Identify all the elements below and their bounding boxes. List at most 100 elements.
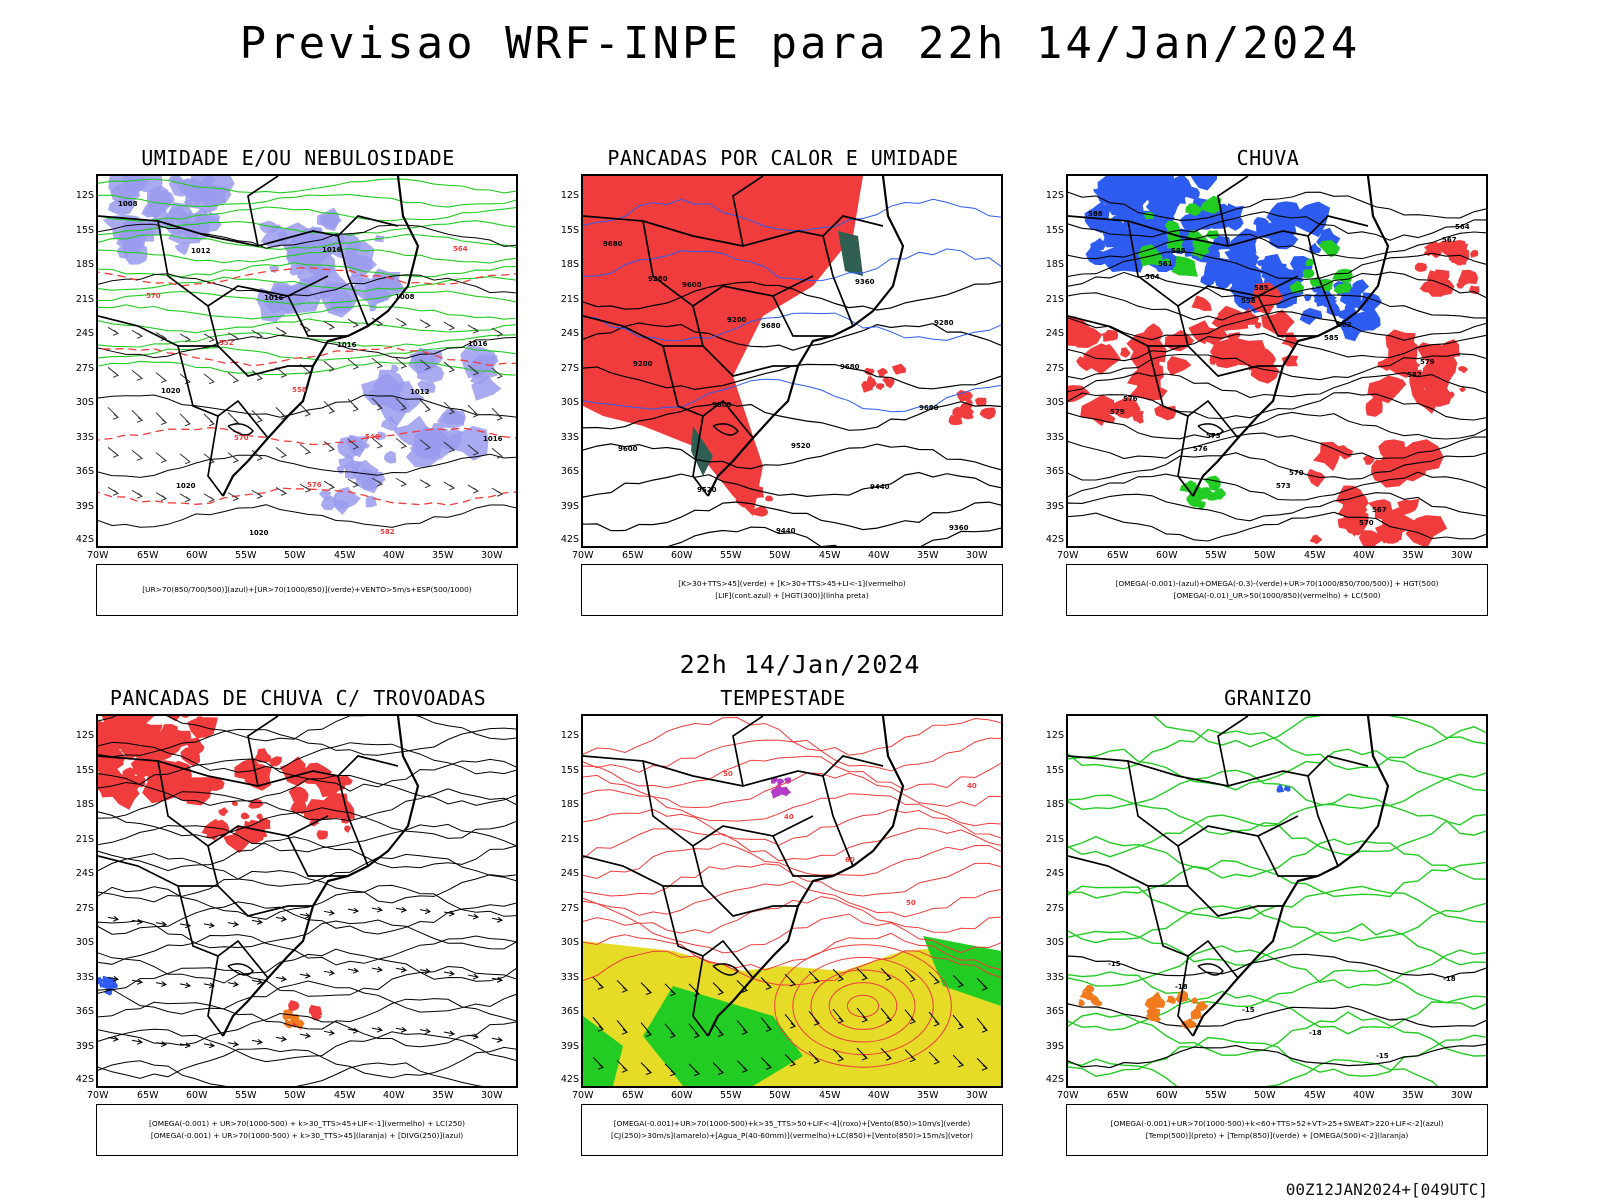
map-panel: UMIDADE E/OU NEBULOSIDADE 1008 1012 1016 101…	[76, 146, 518, 646]
wind-850-vector	[760, 977, 773, 990]
thunderstorm-area	[258, 817, 271, 832]
longitude-tick-label: 50W	[284, 1090, 306, 1101]
latitude-tick-label: 36S	[75, 466, 94, 477]
omega-03-area	[1305, 258, 1315, 267]
latitude-tick-label: 12S	[1045, 190, 1064, 201]
latitude-tick-label: 21S	[560, 294, 579, 305]
streamline-arrow	[203, 922, 216, 929]
latitude-tick-label: 39S	[560, 501, 579, 512]
latitude-tick-label: 12S	[560, 190, 579, 201]
omega-ur50-area	[1309, 534, 1323, 545]
latitude-tick-label: 39S	[560, 1041, 579, 1052]
thunderstorm-area	[208, 776, 225, 791]
longitude-tick-label: 35W	[917, 1090, 939, 1101]
precipitable-water-contour	[583, 716, 1001, 756]
streamline-arrow	[227, 1041, 240, 1048]
panel-title: GRANIZO	[1224, 686, 1312, 710]
temperature-850-contour	[1068, 922, 1486, 966]
longitude-tick-label: 65W	[622, 1090, 644, 1101]
latitude-tick-label: 30S	[560, 937, 579, 948]
omega-ur50-area	[1423, 250, 1432, 256]
wind-vector	[419, 439, 432, 451]
humidity-1000-850-contour	[98, 206, 516, 222]
state-border	[772, 295, 833, 337]
geopotential-500-contour	[1068, 231, 1486, 260]
contour-label: 576	[307, 481, 322, 489]
omega-03-area	[1185, 203, 1203, 217]
wind-vector	[275, 447, 288, 458]
geopotential-300-contour	[667, 526, 1001, 546]
wind-850-vector	[760, 1017, 773, 1032]
omega-ur50-area	[1110, 396, 1141, 419]
humidity-850-700-500	[176, 178, 211, 205]
streamline-250	[98, 934, 516, 966]
streamline-250	[98, 807, 516, 839]
wind-850-vector	[712, 982, 725, 996]
omega-0001-area	[1339, 314, 1358, 329]
map-area: 1008 1012 1016 1016 1012 1016 1020 1020 1016 1008…	[96, 174, 518, 548]
contour-label: 9680	[761, 322, 781, 330]
coastline	[222, 716, 420, 1037]
omega-03-area	[1302, 269, 1315, 279]
longitude-tick-label: 70W	[87, 550, 109, 561]
wind-850-vector	[808, 1010, 821, 1026]
contour-label: 9520	[697, 486, 717, 494]
wind-vector	[371, 357, 384, 369]
latitude-tick-label: 36S	[1045, 466, 1064, 477]
unstable-area-li	[864, 367, 875, 376]
sea-level-pressure-isobar	[98, 273, 516, 299]
thunderstorm-area	[196, 716, 204, 723]
latitude-tick-label: 42S	[560, 1074, 579, 1085]
thunderstorm-area	[231, 801, 239, 806]
precipitable-water-contour	[583, 737, 1001, 773]
humidity-850-700-500	[174, 241, 190, 256]
temperature-850-contour	[1068, 1011, 1486, 1057]
omega-ur50-area	[1367, 375, 1403, 404]
omega-ur50-area	[1141, 323, 1164, 341]
temperature-500-contour	[1068, 1003, 1486, 1028]
legend-line: [OMEGA(-0.001)-(azul)+OMEGA(-0.3)-(verde…	[1115, 579, 1439, 588]
wind-vector	[491, 407, 504, 421]
longitude-tick-label: 50W	[769, 550, 791, 561]
wind-vector	[155, 372, 168, 384]
wind-850-vector	[928, 971, 941, 985]
panel-title: PANCADAS DE CHUVA C/ TROVOADAS	[109, 686, 487, 710]
streamline-850	[828, 982, 898, 1030]
wind-vector	[443, 361, 456, 373]
temperature-850-contour	[1068, 1034, 1486, 1077]
streamline-arrow	[395, 1026, 408, 1033]
longitude-tick-label: 55W	[1205, 1090, 1227, 1101]
omega-ur50-area	[1440, 339, 1461, 358]
contour-label: 546	[365, 433, 380, 441]
wind-vector	[179, 493, 192, 503]
humidity-850-700-500	[471, 374, 502, 401]
wind-850-vector	[976, 977, 989, 991]
contour-label: 9360	[855, 278, 875, 286]
humidity-1000-850-contour	[98, 360, 516, 376]
map-layers	[98, 716, 516, 1086]
wind-850-over-10ms	[583, 1016, 623, 1086]
humidity-850-700-500	[430, 423, 445, 435]
unstable-area-li	[753, 505, 769, 517]
contour-label: 567	[1442, 236, 1457, 244]
state-border	[98, 315, 218, 347]
omega-03-area	[1171, 255, 1198, 277]
omega-500-area	[1190, 1007, 1202, 1020]
state-border	[583, 215, 884, 247]
latitude-tick-label: 36S	[75, 1006, 94, 1017]
contour-label: 9440	[776, 527, 796, 535]
wind-vector	[395, 397, 408, 411]
wind-vector	[419, 359, 432, 371]
streamline-250	[98, 823, 516, 853]
streamline-arrow	[131, 1038, 144, 1045]
contour-label: 576	[1123, 395, 1138, 403]
wind-850-vector	[664, 983, 677, 997]
wind-850-over-10ms	[923, 936, 1001, 1006]
wind-850-vector	[904, 969, 917, 983]
map-layers: 588 585 585 582 579 576 573 570 567 564 561 558 585 5…	[1068, 176, 1486, 546]
latitude-tick-label: 27S	[560, 903, 579, 914]
omega-500-area	[1165, 995, 1176, 1004]
wind-vector	[275, 326, 288, 336]
precipitable-water-contour	[583, 755, 1001, 791]
humidity-850-700-500	[188, 221, 199, 231]
